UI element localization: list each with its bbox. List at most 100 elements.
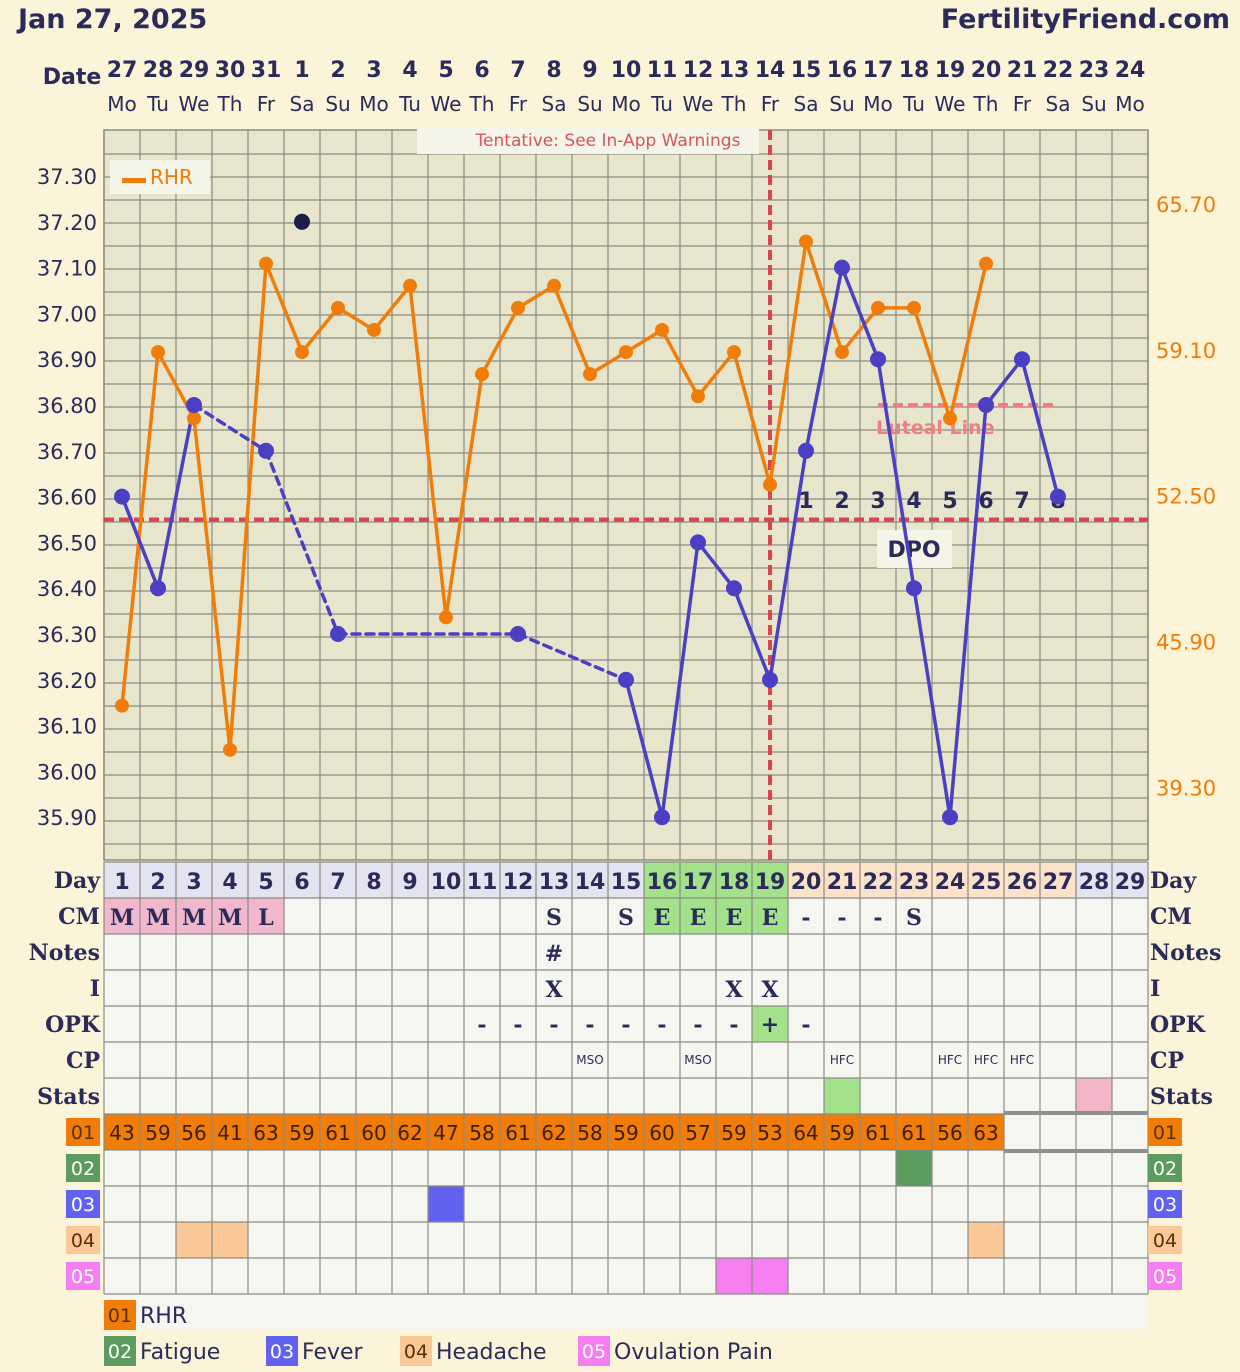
date-label: 2 <box>330 58 345 83</box>
cm-value: E <box>690 905 707 931</box>
day-cell <box>968 862 1004 898</box>
day-number: 18 <box>719 870 750 895</box>
day-cell <box>1112 862 1148 898</box>
opk-row-label-right: OPK <box>1150 1012 1206 1038</box>
legend-code: 01 <box>108 1305 132 1327</box>
cm-value: M <box>110 905 134 931</box>
temperature-segment <box>120 494 160 590</box>
cm-value: E <box>654 905 671 931</box>
day-cell <box>608 862 644 898</box>
symptom-cell <box>716 1258 752 1294</box>
cm-eggwhite-cell <box>644 898 680 934</box>
cm-row-label-right: CM <box>1150 904 1192 930</box>
day-number: 3 <box>186 870 201 895</box>
weekday-label: Mo <box>1115 92 1145 116</box>
weekday-label: We <box>179 92 210 116</box>
day-cell <box>464 862 500 898</box>
rhr-cell <box>680 1114 716 1150</box>
temperature-point <box>762 671 778 688</box>
weekday-label: Su <box>325 92 350 116</box>
date-label: 16 <box>827 58 858 83</box>
rhr-cell <box>428 1114 464 1150</box>
temperature-point <box>258 442 274 459</box>
date-label: 10 <box>611 58 642 83</box>
legend-code: 03 <box>270 1341 294 1363</box>
cm-value: E <box>726 905 743 931</box>
symptom-code-box-right <box>1148 1262 1182 1290</box>
day-row-label-right: Day <box>1150 868 1197 894</box>
day-number: 9 <box>402 870 417 895</box>
rhr-value: 60 <box>361 1121 386 1145</box>
rhr-cell <box>860 1114 896 1150</box>
opk-value: - <box>621 1012 630 1038</box>
date-label: 21 <box>1007 58 1038 83</box>
rhr-point <box>583 367 597 382</box>
symptom-cell <box>896 1150 932 1186</box>
day-number: 16 <box>647 870 678 895</box>
opk-value: - <box>477 1012 486 1038</box>
temperature-point <box>978 397 994 413</box>
intercourse-value: X <box>761 977 779 1003</box>
temperature-segment <box>840 265 880 361</box>
stats-row-label: Stats <box>37 1084 100 1110</box>
day-number: 2 <box>150 870 165 895</box>
opk-value: - <box>549 1012 558 1038</box>
rhr-tick-label: 52.50 <box>1156 485 1216 509</box>
rhr-value: 56 <box>937 1121 962 1145</box>
rhr-cell <box>716 1114 752 1150</box>
day-cell <box>140 862 176 898</box>
symptom-code-box <box>66 1262 100 1290</box>
day-cell <box>536 862 572 898</box>
weekday-label: Fr <box>257 92 276 116</box>
day-cell <box>356 862 392 898</box>
legend-code-box <box>104 1336 136 1366</box>
day-number: 29 <box>1115 870 1146 895</box>
temp-tick-label: 36.30 <box>37 623 97 647</box>
rhr-value: 61 <box>865 1121 890 1145</box>
temperature-point <box>798 442 814 459</box>
temperature-segment <box>624 678 664 819</box>
legend-name: RHR <box>140 1304 187 1329</box>
day-cell <box>212 862 248 898</box>
rhr-cell <box>608 1114 644 1150</box>
rhr-point <box>871 300 885 315</box>
temperature-point <box>870 351 886 368</box>
day-cell <box>1076 862 1112 898</box>
weekday-label: Fr <box>1013 92 1032 116</box>
symptom-code-box-right <box>1148 1118 1182 1146</box>
notes-value: # <box>545 941 563 967</box>
date-label: 5 <box>438 58 453 83</box>
temp-tick-label: 36.50 <box>37 531 97 555</box>
day-cell <box>644 862 680 898</box>
rhr-tick-label: 65.70 <box>1156 193 1216 217</box>
rhr-point <box>439 610 453 625</box>
chart-date: Jan 27, 2025 <box>18 4 208 35</box>
symptom-code-box <box>66 1154 100 1182</box>
day-number: 27 <box>1043 870 1074 895</box>
tentative-box <box>417 128 759 154</box>
symptom-code-box <box>66 1190 100 1218</box>
i-row-label: I <box>90 976 100 1002</box>
temp-tick-label: 35.90 <box>37 806 97 830</box>
cp-value: HFC <box>830 1053 854 1067</box>
rhr-value: 47 <box>433 1121 458 1145</box>
legend-code-box <box>400 1336 432 1366</box>
day-cell <box>572 862 608 898</box>
cp-row-label: CP <box>66 1048 100 1074</box>
dpo-number: 3 <box>870 489 885 514</box>
date-label: 8 <box>546 58 561 83</box>
cm-value: M <box>146 905 170 931</box>
dpo-number: 5 <box>942 489 957 514</box>
dpo-number: 1 <box>798 489 813 514</box>
day-number: 1 <box>114 870 129 895</box>
date-row-label: Date <box>43 65 102 90</box>
day-cell <box>1040 862 1076 898</box>
weekday-label: Tu <box>650 92 673 116</box>
temp-tick-label: 36.60 <box>37 486 97 510</box>
weekday-label: Th <box>469 92 495 116</box>
rhr-value: 58 <box>469 1121 494 1145</box>
temperature-point <box>330 626 346 642</box>
weekday-label: Tu <box>146 92 169 116</box>
date-label: 3 <box>366 58 381 83</box>
cp-value: MSO <box>684 1053 711 1067</box>
